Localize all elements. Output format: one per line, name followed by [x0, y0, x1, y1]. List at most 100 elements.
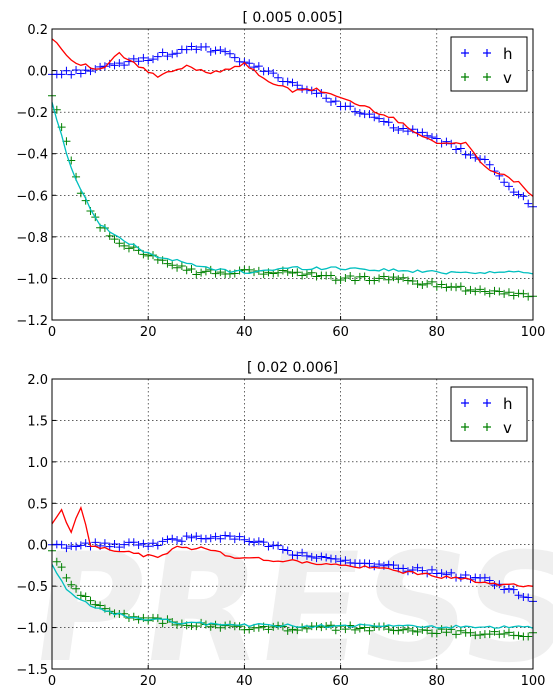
- data-point-h: [235, 532, 244, 541]
- data-point-v: [500, 629, 509, 638]
- data-point-v: [351, 625, 360, 634]
- data-point-h: [163, 535, 172, 544]
- data-point-h: [67, 70, 76, 79]
- legend-label-v: v: [503, 69, 512, 87]
- data-point-h: [514, 190, 523, 199]
- data-point-h: [230, 53, 239, 62]
- data-point-v: [187, 264, 196, 273]
- data-point-h: [495, 171, 504, 180]
- data-point-h: [173, 49, 182, 58]
- data-point-h: [283, 77, 292, 86]
- y-tick-label: 0.0: [27, 539, 48, 554]
- data-point-v: [182, 266, 191, 275]
- data-point-h: [519, 192, 528, 201]
- data-point-v: [105, 231, 114, 240]
- data-point-v: [500, 289, 509, 298]
- data-point-h: [331, 554, 340, 563]
- data-point-v: [100, 224, 109, 233]
- data-point-v: [355, 624, 364, 633]
- x-tick-label: 20: [140, 674, 157, 689]
- data-point-h: [129, 538, 138, 547]
- data-point-h: [100, 62, 109, 71]
- data-point-v: [456, 282, 465, 291]
- data-point-v: [504, 628, 513, 637]
- data-point-h: [81, 66, 90, 75]
- data-point-h: [500, 585, 509, 594]
- data-point-h: [211, 532, 220, 541]
- data-point-h: [312, 554, 321, 563]
- data-point-h: [399, 124, 408, 133]
- y-tick-label: −0.4: [16, 148, 48, 163]
- data-point-h: [365, 559, 374, 568]
- data-point-h: [389, 561, 398, 570]
- data-point-v: [384, 625, 393, 634]
- data-point-v: [221, 621, 230, 630]
- data-point-v: [495, 287, 504, 296]
- data-point-h: [355, 109, 364, 118]
- data-point-h: [519, 592, 528, 601]
- data-point-v: [254, 623, 263, 632]
- x-tick-label: 80: [429, 325, 446, 340]
- data-point-h: [105, 542, 114, 551]
- data-point-v: [519, 289, 528, 298]
- data-point-h: [442, 137, 451, 146]
- x-tick-label: 0: [48, 674, 56, 689]
- data-point-h: [115, 543, 124, 552]
- data-point-h: [153, 541, 162, 550]
- data-point-h: [466, 151, 475, 160]
- data-point-h: [326, 97, 335, 106]
- data-point-h: [442, 570, 451, 579]
- data-point-h: [168, 534, 177, 543]
- data-point-h: [120, 61, 129, 70]
- data-point-h: [336, 557, 345, 566]
- legend-marker-v: [461, 73, 469, 81]
- data-point-h: [72, 542, 81, 551]
- data-point-h: [221, 531, 230, 540]
- data-point-v: [235, 622, 244, 631]
- legend-marker-v: [483, 423, 491, 431]
- data-point-h: [91, 538, 100, 547]
- axes-frame: [51, 378, 534, 670]
- data-point-h: [389, 123, 398, 132]
- chart-title: [ 0.02 0.006]: [247, 360, 338, 376]
- data-point-v: [326, 271, 335, 280]
- data-point-h: [307, 552, 316, 561]
- chart-title: [ 0.005 0.005]: [243, 10, 343, 26]
- data-point-v: [139, 613, 148, 622]
- data-point-h: [278, 545, 287, 554]
- data-point-v: [298, 271, 307, 280]
- data-point-v: [452, 630, 461, 639]
- y-tick-label: −1.5: [16, 663, 48, 678]
- data-point-h: [187, 533, 196, 542]
- data-point-v: [177, 261, 186, 270]
- data-point-h: [173, 535, 182, 544]
- data-point-v: [360, 272, 369, 281]
- data-point-v: [447, 625, 456, 634]
- data-point-h: [192, 532, 201, 541]
- data-point-v: [427, 277, 436, 286]
- data-point-h: [158, 48, 167, 57]
- data-point-v: [201, 267, 210, 276]
- data-point-v: [192, 622, 201, 631]
- data-point-h: [322, 94, 331, 103]
- data-point-v: [490, 627, 499, 636]
- data-point-h: [149, 539, 158, 548]
- data-point-v: [81, 592, 90, 601]
- data-point-h: [432, 134, 441, 143]
- data-point-h: [139, 53, 148, 62]
- y-tick-label: −0.2: [16, 106, 48, 121]
- data-point-v: [370, 276, 379, 285]
- data-point-v: [153, 614, 162, 623]
- y-tick-label: 0.2: [27, 23, 48, 38]
- data-point-h: [206, 534, 215, 543]
- data-point-h: [293, 551, 302, 560]
- data-point-v: [341, 274, 350, 283]
- data-point-v: [437, 625, 446, 634]
- data-point-h: [225, 49, 234, 58]
- data-point-v: [346, 272, 355, 281]
- data-point-h: [182, 45, 191, 54]
- data-point-v: [168, 261, 177, 270]
- data-point-h: [120, 540, 129, 549]
- data-point-h: [485, 160, 494, 169]
- data-point-v: [466, 628, 475, 637]
